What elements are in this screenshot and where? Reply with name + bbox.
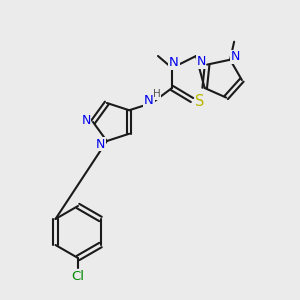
Text: N: N xyxy=(81,115,91,128)
Text: N: N xyxy=(144,94,154,106)
Text: S: S xyxy=(195,94,205,109)
Text: Cl: Cl xyxy=(71,269,85,283)
Text: N: N xyxy=(96,137,106,151)
Text: N: N xyxy=(169,56,179,70)
Text: H: H xyxy=(153,89,161,99)
Text: N: N xyxy=(196,55,206,68)
Text: N: N xyxy=(230,50,240,63)
